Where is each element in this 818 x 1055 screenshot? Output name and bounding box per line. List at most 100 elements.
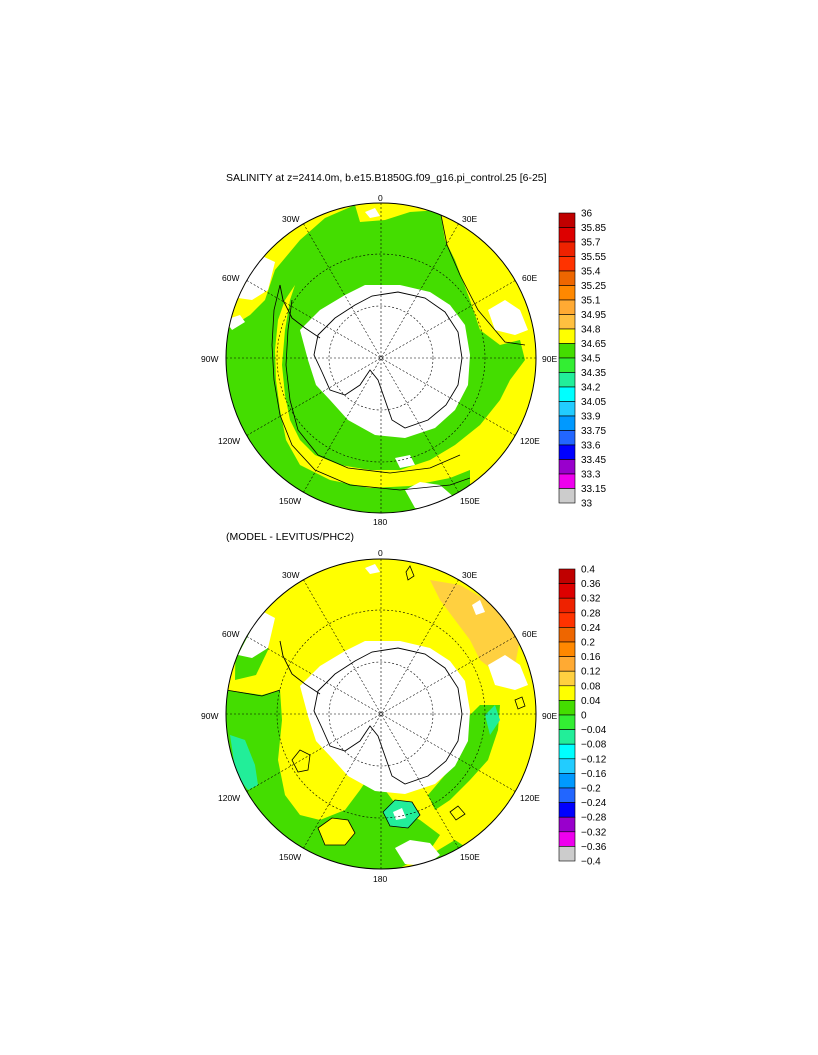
bottom-lon-120e: 120E	[520, 793, 540, 803]
top-graticule	[226, 203, 536, 513]
bottom-contour	[514, 696, 526, 710]
bottom-colorbar-swatch	[558, 627, 576, 643]
top-lon-90w: 90W	[201, 354, 219, 364]
bottom-antarctica-coast	[313, 647, 463, 785]
bottom-lon-90w: 90W	[201, 711, 219, 721]
bottom-colorbar-swatch	[558, 685, 576, 701]
top-colorbar-swatch	[558, 212, 576, 228]
bottom-lon-90e: 90E	[542, 711, 558, 721]
bottom-peninsula	[279, 640, 321, 695]
top-colorbar-label: 34.95	[581, 310, 606, 321]
bottom-green-region	[428, 705, 500, 810]
top-polar-map	[226, 203, 536, 513]
top-colorbar-label: 36	[581, 209, 593, 220]
top-colorbar-label: 34.5	[581, 354, 601, 365]
top-colorbar-swatch	[558, 415, 576, 431]
bottom-graticule	[226, 559, 536, 869]
bottom-missing-patch	[238, 610, 275, 658]
bottom-colorbar-swatch	[558, 612, 576, 628]
bottom-colorbar-swatch	[558, 758, 576, 774]
bottom-lon-180: 180	[373, 874, 388, 884]
top-colorbar-swatch	[558, 401, 576, 417]
bottom-colorbar-label: 0.08	[581, 681, 601, 692]
bottom-contour	[449, 805, 466, 821]
top-colorbar-label: 33.15	[581, 484, 606, 495]
bottom-yellow-blob	[317, 817, 356, 846]
top-colorbar: 36 35.85 35.7 35.55 35.4 35.25 35.1 34.95 34.8 34…	[558, 209, 606, 510]
bottom-colorbar-swatch	[558, 597, 576, 614]
top-lon-90e: 90E	[542, 354, 558, 364]
bottom-colorbar-label: −0.12	[581, 754, 607, 765]
bottom-colorbar-label: −0.16	[581, 769, 607, 780]
bottom-lon-150e: 150E	[460, 852, 480, 862]
bottom-lon-120w: 120W	[218, 793, 241, 803]
top-antarctica-coast	[313, 291, 463, 429]
bottom-colorbar-label: 0	[581, 711, 587, 722]
top-contour	[271, 284, 471, 491]
top-map-title: SALINITY at z=2414.0m, b.e15.B1850G.f09_…	[226, 172, 547, 184]
bottom-colorbar-label: −0.28	[581, 813, 607, 824]
bottom-colorbar-label: 0.2	[581, 638, 595, 649]
top-lon-30e: 30E	[462, 214, 478, 224]
top-colorbar-label: 35.7	[581, 238, 601, 249]
bottom-colorbar-label: 0.16	[581, 652, 601, 663]
top-lon-30w: 30W	[282, 214, 300, 224]
top-colorbar-swatch	[558, 256, 576, 272]
bottom-lon-30e: 30E	[462, 570, 478, 580]
bottom-map-border	[225, 558, 537, 870]
top-colorbar-swatch	[558, 459, 576, 475]
top-colorbar-label: 33.75	[581, 426, 606, 437]
bottom-colorbar-label: 0.24	[581, 623, 601, 634]
top-colorbar-swatch	[558, 473, 576, 489]
bottom-colorbar-label: −0.2	[581, 784, 601, 795]
top-colorbar-swatch	[558, 285, 576, 301]
top-colorbar-swatch	[558, 299, 576, 315]
bottom-colorbar-label: 0.32	[581, 594, 601, 605]
top-lon-180: 180	[373, 517, 388, 527]
top-colorbar-swatch	[558, 357, 576, 373]
bottom-missing-patch	[393, 808, 406, 820]
bottom-colorbar-swatch	[558, 743, 576, 760]
top-colorbar-label: 35.4	[581, 267, 601, 278]
top-contour	[439, 209, 526, 346]
bottom-colorbar-swatch	[558, 670, 576, 687]
bottom-colorbar: 0.4 0.36 0.32 0.28 0.24 0.2 0.16 0.12 0.08 0.04 0 −…	[558, 565, 607, 868]
bottom-missing-patch	[472, 600, 485, 615]
top-colorbar-swatch	[558, 372, 576, 388]
bottom-colorbar-swatch	[558, 816, 576, 833]
top-colorbar-label: 33.3	[581, 470, 601, 481]
top-colorbar-swatch	[558, 343, 576, 359]
top-missing-patch	[395, 455, 415, 468]
top-colorbar-swatch	[558, 241, 576, 257]
bottom-missing-patch	[365, 564, 380, 574]
bottom-missing-patch	[488, 655, 528, 690]
bottom-green-region	[226, 690, 440, 869]
top-colorbar-swatch	[558, 386, 576, 402]
top-colorbar-swatch	[558, 430, 576, 446]
top-colorbar-swatch	[558, 227, 576, 243]
bottom-colorbar-label: −0.32	[581, 827, 607, 838]
top-missing-patch	[488, 300, 528, 335]
top-missing-patch	[365, 208, 380, 218]
top-colorbar-swatch	[558, 314, 576, 330]
bottom-colorbar-swatch	[558, 656, 576, 672]
top-colorbar-label: 35.85	[581, 223, 606, 234]
top-colorbar-swatch	[558, 488, 576, 504]
bottom-colorbar-label: −0.08	[581, 740, 607, 751]
bottom-orange-region	[430, 580, 520, 672]
bottom-polar-map	[226, 559, 536, 869]
top-peninsula	[279, 284, 321, 339]
bottom-contour	[226, 689, 281, 697]
bottom-colorbar-swatch	[558, 700, 576, 716]
bottom-missing-patch	[395, 840, 440, 866]
bottom-contour	[405, 565, 415, 581]
bottom-map-title: (MODEL - LEVITUS/PHC2)	[226, 531, 354, 543]
bottom-lon-150w: 150W	[279, 852, 302, 862]
bottom-lon-0: 0	[378, 548, 383, 558]
top-colorbar-label: 34.2	[581, 383, 601, 394]
top-colorbar-label: 34.8	[581, 325, 601, 336]
bottom-colorbar-swatch	[558, 802, 576, 818]
top-colorbar-label: 33.45	[581, 455, 606, 466]
top-lon-60e: 60E	[522, 273, 538, 283]
